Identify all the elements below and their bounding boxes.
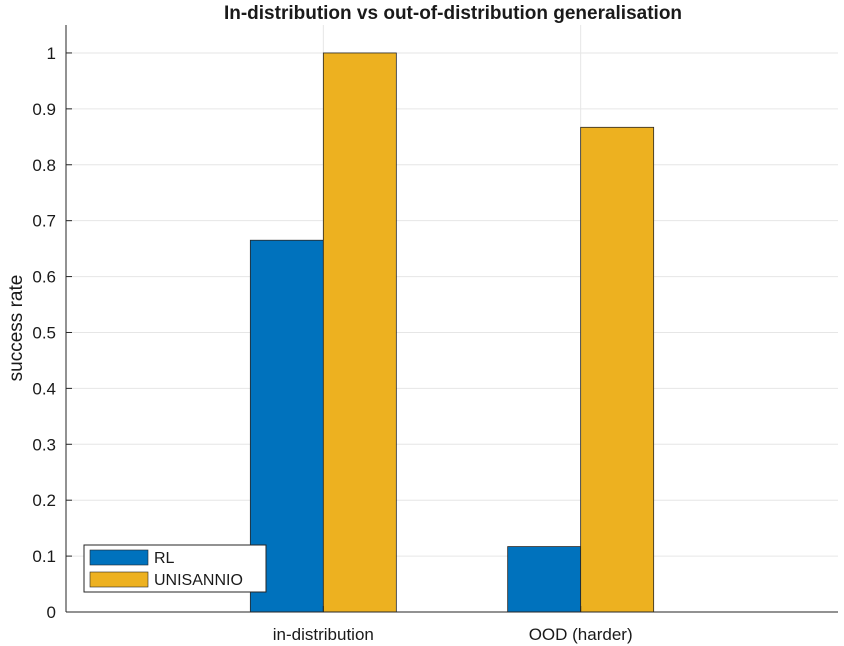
y-axis-label: success rate xyxy=(6,275,27,382)
legend: RL UNISANNIO xyxy=(83,544,267,593)
legend-swatch-rl xyxy=(89,549,149,566)
legend-label-rl: RL xyxy=(154,550,175,567)
y-tick-label: 0.8 xyxy=(32,156,56,175)
bar-unisannio-1 xyxy=(322,52,397,613)
y-tick-label: 1 xyxy=(47,44,56,63)
y-tick-label: 0.6 xyxy=(32,268,56,287)
y-tick-label: 0.4 xyxy=(32,379,56,398)
y-tick-label: 0 xyxy=(47,603,56,622)
y-tick-label: 0.3 xyxy=(32,435,56,454)
legend-swatch-unisannio xyxy=(89,571,149,588)
x-tick-label: OOD (harder) xyxy=(529,625,633,644)
bar-rl-2 xyxy=(507,546,582,613)
x-ticks: in-distribution OOD (harder) xyxy=(273,606,633,644)
y-tick-label: 0.2 xyxy=(32,491,56,510)
axes xyxy=(65,25,838,613)
x-tick-label: in-distribution xyxy=(273,625,374,644)
y-tick-label: 0.1 xyxy=(32,547,56,566)
bar-unisannio-2 xyxy=(580,126,655,613)
grid xyxy=(66,25,838,613)
chart-title: In-distribution vs out-of-distribution g… xyxy=(224,3,682,24)
legend-label-unisannio: UNISANNIO xyxy=(154,572,243,589)
y-ticks: 0 0.1 0.2 0.3 0.4 0.5 0.6 0.7 0.8 0.9 1 xyxy=(32,44,72,622)
y-tick-label: 0.7 xyxy=(32,212,56,231)
y-tick-label: 0.9 xyxy=(32,100,56,119)
y-tick-label: 0.5 xyxy=(32,323,56,342)
